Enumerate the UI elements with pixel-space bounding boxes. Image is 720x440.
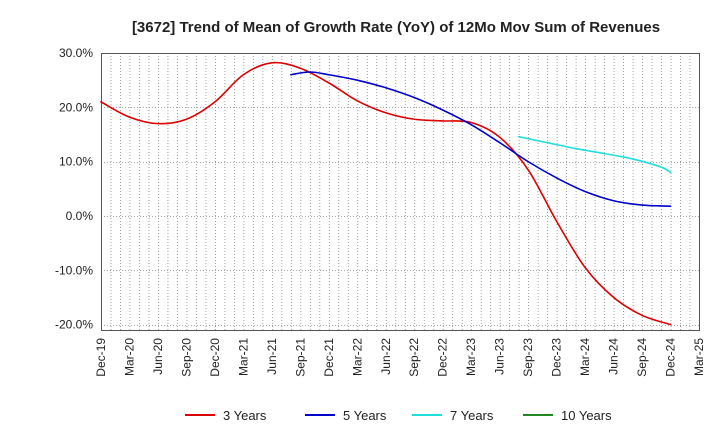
series-layer: [100, 61, 672, 326]
x-tick-label: Sep-22: [407, 338, 421, 377]
x-tick-label: Dec-23: [550, 338, 564, 377]
legend: 3 Years 5 Years 7 Years 10 Years: [185, 408, 612, 423]
y-tick-label: 10.0%: [59, 155, 93, 169]
legend-label-7-years: 7 Years: [450, 408, 494, 423]
x-tick-label: Sep-20: [179, 338, 193, 377]
chart-title: [3672] Trend of Mean of Growth Rate (YoY…: [132, 19, 660, 36]
x-tick-label: Dec-20: [208, 338, 222, 377]
x-tick-label: Mar-25: [692, 338, 706, 376]
x-tick-label: Mar-24: [578, 338, 592, 376]
x-tick-label: Sep-24: [635, 338, 649, 377]
x-tick-label: Jun-22: [379, 338, 393, 375]
plot-border: [101, 53, 700, 331]
x-tick-label: Mar-22: [350, 338, 364, 376]
x-tick-label: Mar-21: [236, 338, 250, 376]
x-tick-label: Sep-23: [521, 338, 535, 377]
plot-background: [101, 53, 699, 330]
series-line-3-years: [100, 61, 672, 326]
legend-label-10-years: 10 Years: [561, 408, 612, 423]
x-axis: Dec-19 Mar-20 Jun-20 Sep-20 Dec-20 Mar-21 Jun-…: [94, 338, 706, 377]
x-tick-label: Jun-24: [607, 338, 621, 375]
y-axis: 30.0% 20.0% 10.0% 0.0% -10.0% -20.0%: [55, 46, 93, 332]
x-tick-label: Jun-21: [265, 338, 279, 375]
x-tick-label: Mar-20: [122, 338, 136, 376]
y-tick-label: -10.0%: [55, 263, 93, 277]
y-tick-label: -20.0%: [55, 318, 93, 332]
x-tick-label: Sep-21: [293, 338, 307, 377]
x-tick-label: Dec-22: [436, 338, 450, 377]
y-tick-label: 20.0%: [59, 100, 93, 114]
legend-label-5-years: 5 Years: [343, 408, 387, 423]
x-tick-label: Dec-19: [94, 338, 108, 377]
series-line-7-years: [517, 135, 672, 174]
x-tick-label: Jun-23: [493, 338, 507, 375]
legend-label-3-years: 3 Years: [223, 408, 267, 423]
x-tick-label: Dec-21: [322, 338, 336, 377]
series-line-5-years: [290, 71, 672, 207]
x-tick-label: Mar-23: [464, 338, 478, 376]
x-tick-label: Jun-20: [151, 338, 165, 375]
x-tick-label: Dec-24: [664, 338, 678, 377]
plot-area: [101, 53, 699, 330]
y-tick-label: 30.0%: [59, 46, 93, 60]
y-tick-label: 0.0%: [66, 209, 94, 223]
grid: [101, 53, 700, 331]
